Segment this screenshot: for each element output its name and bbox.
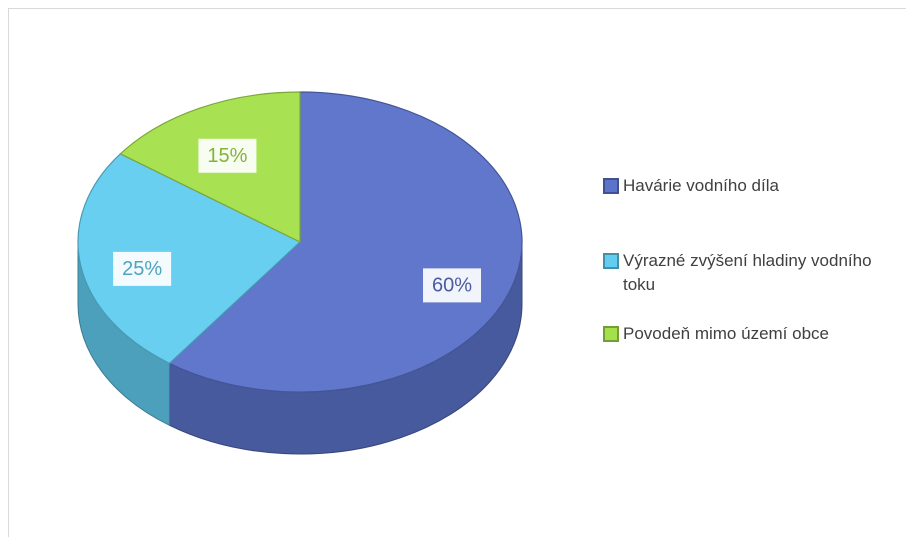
legend-label: Havárie vodního díla bbox=[623, 176, 779, 195]
legend-item: Havárie vodního díla bbox=[603, 174, 893, 198]
data-label-box bbox=[113, 251, 172, 286]
data-label-box bbox=[423, 268, 482, 303]
legend-swatch bbox=[603, 326, 619, 342]
data-label: 25% bbox=[122, 258, 162, 280]
legend-item: Výrazné zvýšení hladiny vodního toku bbox=[603, 249, 893, 297]
chart-border bbox=[8, 8, 906, 537]
slice bbox=[168, 91, 523, 393]
data-label: 15% bbox=[207, 145, 247, 167]
slice bbox=[77, 153, 302, 365]
legend-swatch bbox=[603, 253, 619, 269]
legend-item: Povodeň mimo území obce bbox=[603, 322, 893, 346]
data-label-box bbox=[198, 138, 257, 173]
legend-label: Výrazné zvýšení hladiny vodního toku bbox=[623, 251, 872, 294]
legend-label: Povodeň mimo území obce bbox=[623, 324, 829, 343]
data-label: 60% bbox=[432, 275, 472, 297]
legend-swatch bbox=[603, 178, 619, 194]
